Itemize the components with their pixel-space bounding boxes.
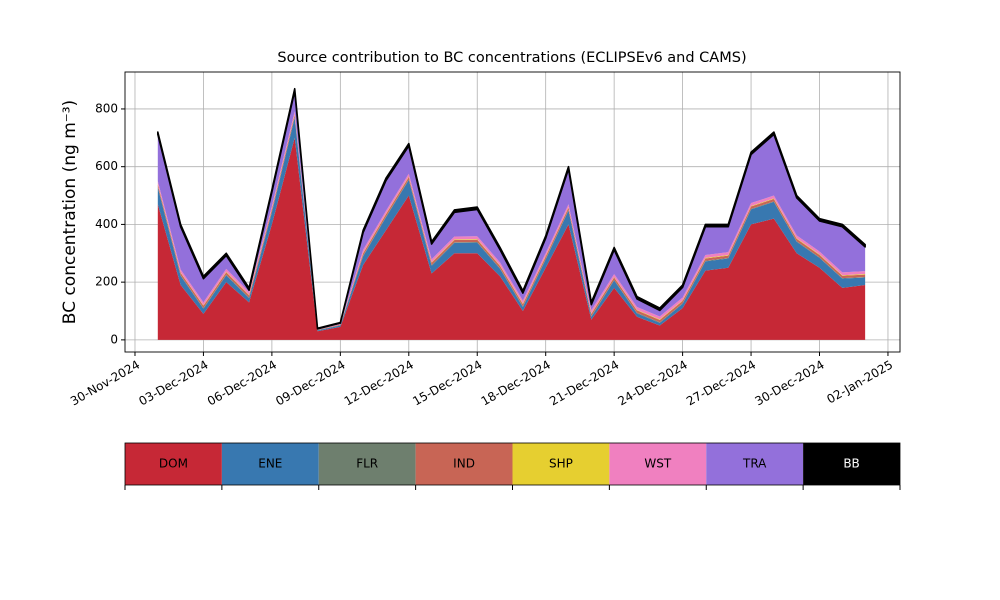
- legend-swatch: [221, 443, 319, 485]
- y-axis-label: BC concentration (ng m⁻³): [60, 100, 80, 324]
- x-tick-label: 21-Dec-2024: [547, 358, 621, 409]
- legend-label: BB: [843, 457, 859, 471]
- x-tick-label: 09-Dec-2024: [273, 358, 347, 409]
- area-dom: [157, 137, 866, 340]
- area-bb: [157, 87, 866, 330]
- x-tick-label: 12-Dec-2024: [342, 358, 416, 409]
- area-ind: [157, 114, 866, 331]
- plot-frame: [124, 71, 901, 353]
- x-tick-label: 18-Dec-2024: [479, 358, 553, 409]
- legend-swatch: [609, 443, 707, 485]
- legend-label: ENE: [258, 457, 282, 471]
- legend-swatch: [318, 443, 416, 485]
- legend-swatch: [125, 443, 222, 485]
- plot-area: [157, 87, 866, 340]
- x-tick-label: 02-Jan-2025: [824, 358, 895, 407]
- y-tick-label: 600: [95, 159, 118, 173]
- legend-label: DOM: [159, 457, 188, 471]
- x-tick-label: 30-Dec-2024: [752, 358, 826, 409]
- x-tick-label: 24-Dec-2024: [616, 358, 690, 409]
- x-tick-label: 30-Nov-2024: [68, 358, 142, 409]
- x-tick-label: 03-Dec-2024: [136, 358, 210, 409]
- legend-label: WST: [644, 457, 671, 471]
- area-flr: [157, 117, 866, 331]
- chart-title: Source contribution to BC concentrations…: [277, 50, 746, 66]
- legend-swatch: [512, 443, 610, 485]
- y-tick-label: 800: [95, 101, 118, 115]
- area-ene: [157, 117, 866, 332]
- y-tick-label: 200: [95, 275, 118, 289]
- x-tick-label: 06-Dec-2024: [205, 358, 279, 409]
- legend-label: IND: [453, 457, 475, 471]
- legend-swatch: [706, 443, 804, 485]
- legend-swatch: [803, 443, 900, 485]
- legend-label: TRA: [742, 457, 767, 471]
- legend-label: FLR: [356, 457, 378, 471]
- legend-swatch: [415, 443, 513, 485]
- x-tick-label: 15-Dec-2024: [410, 358, 484, 409]
- legend-label: SHP: [549, 457, 573, 471]
- y-tick-label: 400: [95, 217, 118, 231]
- y-tick-label: 0: [110, 332, 118, 346]
- x-tick-label: 27-Dec-2024: [684, 358, 758, 409]
